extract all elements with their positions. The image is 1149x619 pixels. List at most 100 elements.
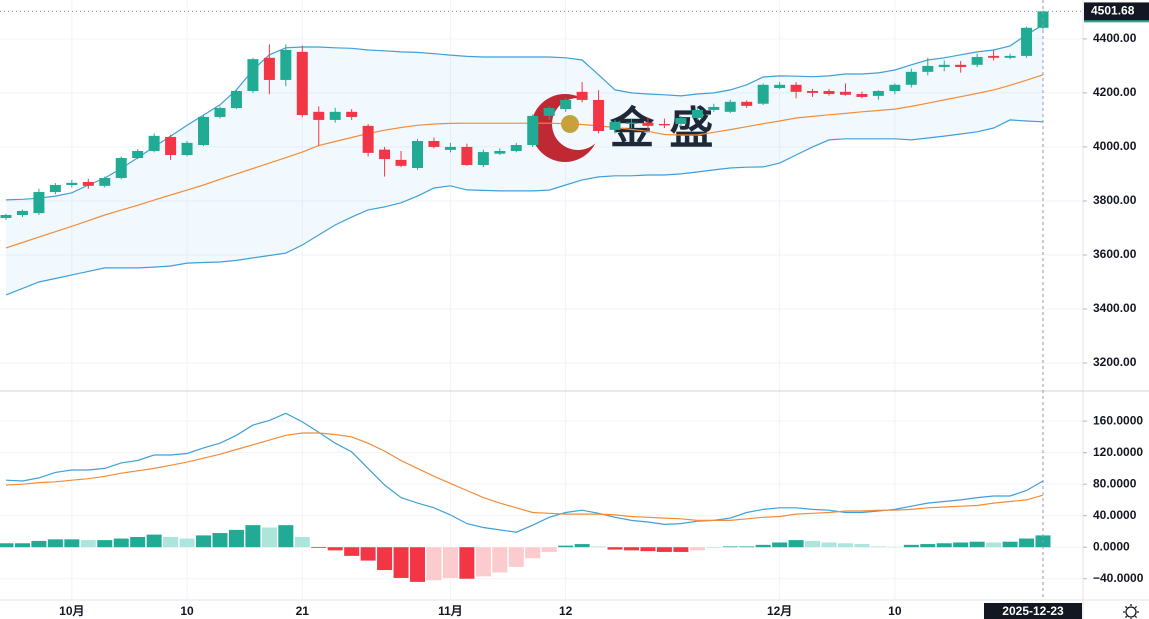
histogram-bar (1002, 541, 1018, 548)
histogram-bar (64, 539, 80, 548)
histogram-bar (755, 544, 771, 548)
histogram-bar (426, 547, 442, 581)
histogram-bar (920, 544, 936, 548)
histogram-bar (360, 547, 376, 561)
icon-rays (1123, 604, 1139, 619)
x-tick-label: 10 (180, 604, 194, 618)
candle-body (99, 177, 111, 186)
candle-body (148, 135, 160, 151)
candle-body (922, 65, 934, 72)
y-tick-label: 0.0000 (1093, 539, 1130, 553)
candle-body (82, 182, 94, 186)
histogram-bar (508, 547, 524, 567)
histogram-bar (410, 547, 426, 582)
histogram-bar (130, 536, 146, 548)
macd-line (5, 432, 1044, 521)
histogram-bar (228, 529, 244, 548)
histogram-bar (986, 542, 1002, 548)
y-tick-label: 40.0000 (1093, 508, 1137, 522)
x-tick-label: 10 (888, 604, 902, 618)
histogram-bar (805, 540, 821, 548)
y-tick-label: 120.0000 (1093, 445, 1143, 459)
candle-body (510, 145, 522, 151)
histogram-bar (97, 540, 113, 548)
candle-body (461, 146, 473, 166)
y-tick-label: 3600.00 (1093, 247, 1137, 261)
last-price-box (1084, 2, 1149, 21)
histogram-bar (377, 547, 393, 571)
histogram-bar (344, 547, 360, 556)
y-tick-label: −40.0000 (1093, 571, 1144, 585)
candle-body (66, 182, 78, 186)
axes: 10月 10 21 11月 12 12月 10 2025-12-23 4400.00 4200.0… (59, 0, 1149, 619)
histogram-bar (294, 536, 310, 548)
histogram-bar (854, 544, 870, 548)
candle-body (132, 150, 144, 158)
histogram-bar (196, 535, 212, 548)
histogram-bar (163, 536, 179, 548)
candle-body (444, 146, 456, 150)
candle-body (774, 84, 786, 89)
histogram-bar (739, 546, 755, 548)
histogram-bar (113, 538, 129, 548)
histogram-bar (656, 547, 672, 552)
plot (0, 10, 1083, 582)
candle-body (214, 108, 226, 117)
x-tick-label: 12 (559, 604, 573, 618)
candle-body (823, 91, 835, 94)
histogram-bar (525, 547, 541, 559)
icon-ring (1125, 606, 1137, 618)
candle-body (675, 118, 687, 124)
histogram-bar (640, 547, 656, 552)
histogram-bar (623, 547, 639, 551)
settings-icon[interactable] (1123, 604, 1139, 619)
candle-body (938, 64, 950, 67)
histogram-bar (47, 539, 63, 548)
histogram-bar (689, 547, 705, 551)
candle-body (263, 57, 275, 80)
candle-body (807, 91, 819, 93)
y-tick-label: 3800.00 (1093, 193, 1137, 207)
candle-body (280, 49, 292, 80)
histogram-bar (903, 544, 919, 548)
candle-body (477, 152, 489, 166)
candle-body (115, 157, 127, 178)
histogram-bar (327, 547, 343, 551)
candle-body (872, 91, 884, 96)
band-line (5, 119, 1044, 296)
histogram-bar (953, 542, 969, 548)
histogram-bar (245, 525, 261, 548)
band-fill (6, 24, 1043, 295)
candle-body (1021, 27, 1033, 56)
candle-body (543, 108, 555, 116)
x-tick-label: 10月 (59, 604, 84, 618)
y-tick-label: 3200.00 (1093, 355, 1137, 369)
macd-line (5, 412, 1044, 533)
candle-body (955, 64, 967, 67)
candle-body (181, 142, 193, 156)
histogram-bar (673, 547, 689, 552)
histogram-bar (558, 545, 574, 548)
candle-body (691, 109, 703, 119)
histogram-bar (821, 542, 837, 548)
candle-body (905, 71, 917, 85)
x-tick-label: 2025-12-23 (1002, 604, 1064, 618)
histogram-bar (0, 543, 14, 548)
histogram-bar (722, 546, 738, 548)
candle-body (527, 115, 539, 146)
histogram-bar (261, 527, 277, 548)
candle-body (379, 149, 391, 160)
candle-body (428, 140, 440, 147)
crosshair-label-box (984, 603, 1082, 619)
histogram-bar (1019, 538, 1035, 548)
band-line (5, 74, 1044, 249)
y-tick-label: 3400.00 (1093, 301, 1137, 315)
candle-body (757, 84, 769, 104)
histogram-bar (278, 525, 294, 548)
candle-body (856, 93, 868, 97)
band-line (5, 24, 1044, 201)
histogram-bar (969, 541, 985, 548)
y-tick-label: 160.0000 (1093, 413, 1143, 427)
candle-body (313, 111, 325, 120)
